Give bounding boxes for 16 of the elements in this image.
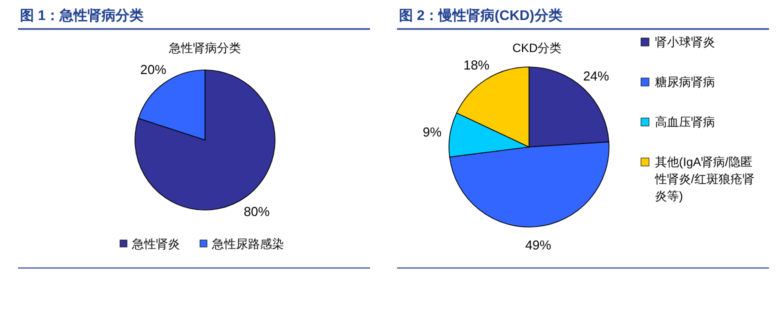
data-label: 24% — [583, 68, 610, 84]
data-label: 49% — [525, 238, 552, 253]
legend-label: 肾小球肾炎 — [655, 35, 715, 49]
chart-subtitle: CKD分类 — [512, 41, 562, 55]
data-label: 20% — [140, 62, 167, 77]
legend-label: 其他(IgA肾病/隐匿性肾炎/红斑狼疮肾炎等) — [654, 155, 754, 203]
legend-label: 高血压肾病 — [655, 115, 715, 129]
chart-subtitle: 急性肾病分类 — [168, 41, 241, 55]
legend-label: 糖尿病肾病 — [655, 75, 715, 89]
legend-label: 急性尿路感染 — [211, 237, 284, 251]
legend-label: 急性肾炎 — [131, 237, 180, 251]
data-label: 9% — [422, 124, 442, 140]
data-label: 18% — [463, 57, 490, 72]
chart-title: 图 1：急性肾病分类 — [20, 7, 144, 23]
chart-title: 图 2：慢性肾病(CKD)分类 — [399, 7, 562, 23]
data-label: 80% — [244, 204, 270, 220]
